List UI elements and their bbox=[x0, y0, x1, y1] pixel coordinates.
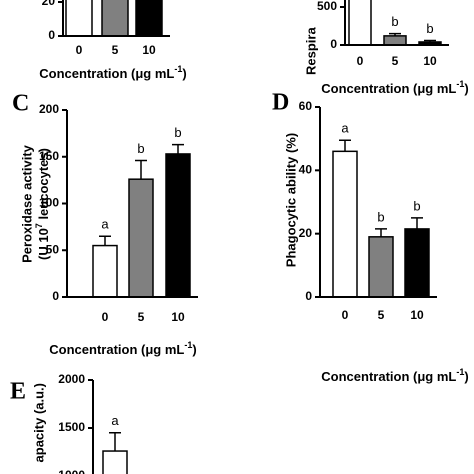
y-tick-label: 500 bbox=[317, 0, 337, 13]
y-axis-label-unit: (U 107 leucocytes) bbox=[34, 148, 51, 260]
x-tick-label: 0 bbox=[357, 54, 364, 68]
y-tick-label: 150 bbox=[39, 149, 59, 163]
x-tick-label: 5 bbox=[138, 310, 145, 324]
x-label-part: ) bbox=[464, 369, 468, 384]
x-label-part: Concentration (μg mL bbox=[39, 66, 174, 81]
bar bbox=[332, 150, 358, 298]
x-label-sup: -1 bbox=[456, 367, 464, 377]
y-axis-label: Respira bbox=[303, 27, 318, 75]
y-tick-label: 20 bbox=[42, 0, 56, 8]
error-bar bbox=[339, 139, 351, 152]
significance-letter: b bbox=[377, 209, 384, 224]
significance-letter: a bbox=[341, 121, 349, 136]
bar bbox=[101, 0, 129, 37]
y-label-part: leucocytes) bbox=[36, 148, 51, 223]
x-tick-label: 5 bbox=[378, 308, 385, 322]
panel-label: C bbox=[12, 91, 29, 117]
x-axis-label: Concentration (μg mL-1) bbox=[321, 367, 468, 384]
y-tick-label: 200 bbox=[39, 102, 59, 116]
x-tick-label: 10 bbox=[171, 310, 185, 324]
bar bbox=[102, 450, 128, 474]
y-tick-label: 100 bbox=[39, 196, 59, 210]
bar bbox=[135, 0, 163, 37]
x-axis-label: Concentration (μg mL-1) bbox=[39, 64, 186, 81]
y-axis-label: apacity (a.u.) bbox=[31, 383, 46, 462]
significance-letter: b bbox=[426, 21, 433, 36]
bar bbox=[165, 153, 191, 298]
error-bar bbox=[172, 143, 184, 154]
error-bar bbox=[389, 32, 401, 36]
y-label-part: (U 10 bbox=[36, 228, 51, 260]
significance-letter: a bbox=[111, 413, 119, 428]
error-bar bbox=[99, 235, 111, 246]
y-tick-label: 1000 bbox=[58, 468, 85, 474]
x-label-sup: -1 bbox=[456, 79, 464, 89]
bar bbox=[404, 228, 430, 298]
significance-letter: b bbox=[391, 14, 398, 29]
y-tick-label: 40 bbox=[299, 163, 313, 177]
y-tick-label: 60 bbox=[299, 99, 313, 113]
x-axis-label: Concentration (μg mL-1) bbox=[49, 340, 196, 357]
significance-letter: b bbox=[137, 141, 144, 156]
panel-label: D bbox=[272, 90, 289, 116]
x-tick-label: 0 bbox=[76, 43, 83, 57]
x-label-part: ) bbox=[182, 66, 186, 81]
x-label-part: Concentration (μg mL bbox=[321, 81, 456, 96]
x-tick-label: 10 bbox=[142, 43, 156, 57]
y-tick-label: 1500 bbox=[58, 420, 85, 434]
significance-letter: b bbox=[174, 125, 181, 140]
y-tick-label: 0 bbox=[48, 28, 55, 42]
x-label-sup: -1 bbox=[184, 340, 192, 350]
y-label-sup: 7 bbox=[34, 223, 44, 228]
panel-label: E bbox=[10, 379, 26, 405]
x-tick-label: 10 bbox=[410, 308, 424, 322]
x-tick-label: 10 bbox=[423, 54, 437, 68]
x-axis-label: Concentration (μg mL-1) bbox=[321, 79, 468, 96]
x-label-part: Concentration (μg mL bbox=[49, 342, 184, 357]
error-bar bbox=[375, 228, 387, 237]
y-tick-label: 0 bbox=[330, 37, 337, 51]
error-bar bbox=[135, 159, 147, 180]
bar bbox=[128, 178, 154, 298]
error-bar bbox=[424, 39, 436, 42]
bar bbox=[383, 35, 407, 46]
y-axis-label: Phagocytic ability (%) bbox=[283, 133, 298, 267]
bar bbox=[368, 236, 394, 298]
bar bbox=[348, 0, 372, 46]
x-tick-label: 5 bbox=[392, 54, 399, 68]
bar bbox=[65, 0, 93, 37]
y-tick-label: 2000 bbox=[58, 372, 85, 386]
y-tick-label: 50 bbox=[46, 242, 60, 256]
y-tick-label: 0 bbox=[52, 289, 59, 303]
y-axis-label: Peroxidase activity bbox=[19, 144, 34, 263]
x-label-part: ) bbox=[192, 342, 196, 357]
x-tick-label: 0 bbox=[102, 310, 109, 324]
bar bbox=[92, 244, 118, 298]
y-tick-label: 20 bbox=[299, 226, 313, 240]
x-tick-label: 0 bbox=[342, 308, 349, 322]
x-label-part: ) bbox=[464, 81, 468, 96]
x-label-sup: -1 bbox=[174, 64, 182, 74]
significance-letter: b bbox=[413, 198, 420, 213]
x-label-part: Concentration (μg mL bbox=[321, 369, 456, 384]
error-bar bbox=[109, 432, 121, 452]
x-tick-label: 5 bbox=[112, 43, 119, 57]
y-tick-label: 0 bbox=[305, 289, 312, 303]
significance-letter: a bbox=[101, 217, 109, 232]
error-bar bbox=[411, 217, 423, 229]
